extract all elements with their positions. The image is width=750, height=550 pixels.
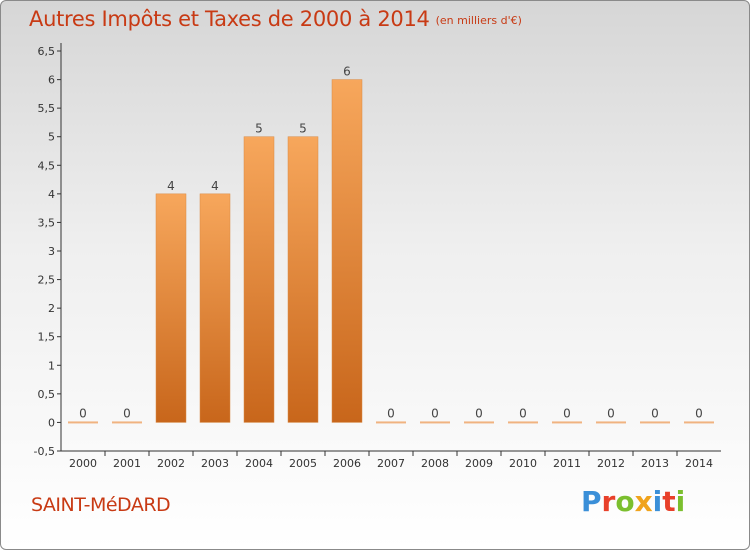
bar (243, 136, 275, 423)
y-tick-label: 2,5 (38, 274, 56, 287)
logo-letter: i (675, 485, 686, 518)
bar-value-label: 0 (607, 406, 615, 420)
bar-value-label: 0 (431, 406, 439, 420)
y-tick-label: 2 (48, 302, 55, 315)
x-tick-label: 2002 (157, 457, 185, 470)
bar (331, 79, 363, 423)
bar (596, 421, 626, 424)
y-tick-label: 0,5 (38, 388, 56, 401)
bar-value-label: 0 (651, 406, 659, 420)
x-tick-label: 2008 (421, 457, 449, 470)
proxiti-logo[interactable]: Proxiti (581, 485, 685, 518)
x-tick-label: 2003 (201, 457, 229, 470)
bar (420, 421, 450, 424)
x-tick-label: 2012 (597, 457, 625, 470)
y-tick-label: 6 (48, 74, 55, 87)
x-tick-label: 2004 (245, 457, 273, 470)
bar (464, 421, 494, 424)
y-tick-label: 1 (48, 359, 55, 372)
bar (155, 193, 187, 423)
bar (199, 193, 231, 423)
y-tick-label: 4 (48, 188, 55, 201)
chart-data-labels: 0 0 4 4 5 5 6 0 0 0 0 0 0 0 0 (79, 65, 703, 421)
x-tick-label: 2009 (465, 457, 493, 470)
chart-bars (68, 79, 714, 424)
chart-unit: (en milliers d'€) (435, 14, 522, 27)
y-tick-label: 1,5 (38, 331, 56, 344)
bar (112, 421, 142, 424)
logo-letter: i (652, 485, 663, 518)
x-tick-label: 2005 (289, 457, 317, 470)
logo-letter: o (615, 485, 635, 518)
x-tick-label: 2011 (553, 457, 581, 470)
bar (640, 421, 670, 424)
y-tick-label: 3,5 (38, 216, 56, 229)
y-tick-label: 5 (48, 131, 55, 144)
chart-title-text: Autres Impôts et Taxes de 2000 à 2014 (29, 7, 430, 31)
bar (376, 421, 406, 424)
bar-value-label: 0 (475, 406, 483, 420)
bar-value-label: 0 (695, 406, 703, 420)
x-tick-label: 2010 (509, 457, 537, 470)
bar-value-label: 0 (387, 406, 395, 420)
x-tick-label: 2007 (377, 457, 405, 470)
bar-value-label: 0 (123, 406, 131, 420)
bar (552, 421, 582, 424)
commune-name: SAINT-MéDARD (31, 494, 171, 516)
y-tick-label: -0,5 (34, 445, 55, 458)
y-tick-label: 3 (48, 245, 55, 258)
x-tick-label: 2000 (69, 457, 97, 470)
logo-letter: x (634, 485, 653, 518)
logo-letter: P (581, 485, 602, 518)
bar (508, 421, 538, 424)
y-tick-label: 0 (48, 416, 55, 429)
bar-value-label: 4 (211, 179, 219, 193)
chart-axes: -0,5 0 0,5 1 1,5 2 2,5 3 3,5 4 4,5 5 5,5 6 6,5 2000 2001… (34, 43, 721, 470)
logo-letter: r (601, 485, 616, 518)
chart-title: Autres Impôts et Taxes de 2000 à 2014 (en… (29, 7, 522, 31)
bar (684, 421, 714, 424)
y-tick-label: 6,5 (38, 45, 56, 58)
x-tick-label: 2006 (333, 457, 361, 470)
bar-value-label: 5 (299, 122, 307, 136)
bar-value-label: 6 (343, 65, 351, 79)
bar-value-label: 4 (167, 179, 175, 193)
y-tick-label: 4,5 (38, 159, 56, 172)
bar (287, 136, 319, 423)
logo-letter: t (662, 485, 676, 518)
bar-value-label: 0 (563, 406, 571, 420)
bar-value-label: 5 (255, 122, 263, 136)
x-tick-label: 2014 (685, 457, 713, 470)
bar-value-label: 0 (519, 406, 527, 420)
bar-value-label: 0 (79, 406, 87, 420)
bar (68, 421, 98, 424)
y-tick-label: 5,5 (38, 102, 56, 115)
x-tick-label: 2013 (641, 457, 669, 470)
x-tick-label: 2001 (113, 457, 141, 470)
